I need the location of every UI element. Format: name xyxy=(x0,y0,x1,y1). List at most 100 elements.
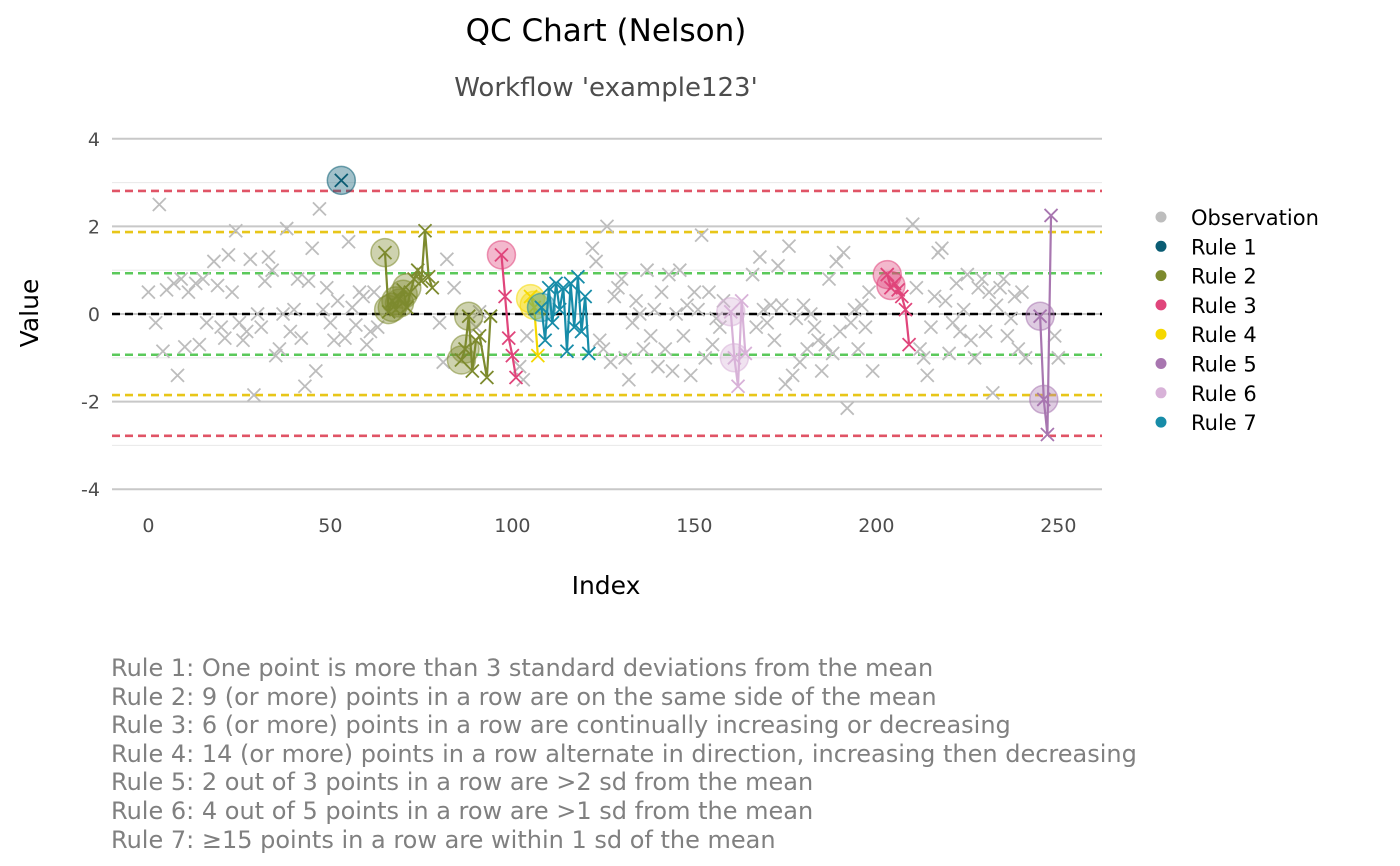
data-point xyxy=(734,293,749,308)
series-5 xyxy=(1025,208,1059,442)
data-point xyxy=(254,320,269,335)
data-point xyxy=(192,337,207,352)
data-point xyxy=(472,328,487,344)
data-point xyxy=(337,330,353,346)
data-point xyxy=(698,350,713,365)
series-6 xyxy=(716,293,753,394)
data-point xyxy=(239,324,254,339)
data-point xyxy=(949,276,964,291)
data-point xyxy=(305,241,320,256)
data-point xyxy=(960,267,975,282)
data-point xyxy=(807,320,822,335)
data-point xyxy=(956,302,971,317)
data-point xyxy=(541,280,556,295)
data-point xyxy=(494,247,509,262)
data-point xyxy=(301,274,316,289)
data-point xyxy=(537,333,553,348)
data-point xyxy=(570,269,586,284)
data-point xyxy=(439,252,454,267)
series-0 xyxy=(141,197,1066,416)
data-point xyxy=(847,302,862,317)
data-point xyxy=(585,241,600,256)
data-point xyxy=(920,368,935,383)
data-point xyxy=(1043,208,1059,223)
data-point xyxy=(607,289,622,304)
data-point xyxy=(559,344,575,359)
data-point xyxy=(534,300,549,315)
data-point xyxy=(181,284,196,300)
data-point xyxy=(625,315,640,330)
data-point xyxy=(1007,289,1022,304)
data-point xyxy=(497,289,513,304)
data-point xyxy=(290,271,305,287)
legend-key xyxy=(1155,299,1167,311)
data-point xyxy=(166,276,182,291)
data-point xyxy=(457,341,473,357)
caption-line: Rule 6: 4 out of 5 points in a row are >… xyxy=(111,796,814,825)
data-point xyxy=(690,302,706,317)
data-point xyxy=(174,271,189,287)
data-point xyxy=(810,333,826,348)
data-point xyxy=(752,249,768,265)
x-axis-title: Index xyxy=(572,571,641,600)
data-point xyxy=(723,304,738,319)
caption-line: Rule 3: 6 (or more) points in a row are … xyxy=(111,711,1011,740)
data-point xyxy=(992,280,1008,295)
data-point xyxy=(574,324,589,339)
data-point xyxy=(323,315,338,330)
data-point xyxy=(923,320,939,335)
data-point xyxy=(221,247,236,262)
data-point xyxy=(818,337,833,352)
data-point xyxy=(235,333,251,348)
data-point xyxy=(887,276,902,291)
data-point xyxy=(275,306,291,322)
data-point xyxy=(1018,350,1033,365)
data-point xyxy=(224,284,240,300)
data-point xyxy=(658,341,673,357)
data-point xyxy=(858,320,873,335)
data-point xyxy=(581,346,596,361)
caption-line: Rule 2: 9 (or more) points in a row are … xyxy=(111,682,937,711)
data-point xyxy=(621,372,636,387)
data-point xyxy=(388,302,404,317)
data-point xyxy=(341,234,356,249)
data-point xyxy=(505,348,520,363)
legend-key xyxy=(1155,416,1167,428)
legend-key xyxy=(1155,358,1167,369)
data-point xyxy=(228,223,243,238)
data-point xyxy=(1003,311,1019,326)
data-point xyxy=(669,306,684,322)
data-point xyxy=(763,298,778,313)
data-point xyxy=(901,337,917,352)
data-point xyxy=(552,302,567,317)
data-point xyxy=(974,271,990,287)
data-point xyxy=(188,276,203,291)
data-point xyxy=(712,320,727,335)
data-point xyxy=(483,309,498,324)
data-point xyxy=(661,267,677,282)
data-point xyxy=(694,228,709,243)
legend-label: Observation xyxy=(1191,206,1319,230)
data-point xyxy=(963,333,979,348)
series-line xyxy=(460,316,492,378)
data-point xyxy=(982,284,997,300)
data-point xyxy=(454,352,469,368)
data-point xyxy=(265,263,280,278)
data-point xyxy=(709,311,724,326)
legend: Observation Rule 1 Rule 2 Rule 3 Rule 4 Rule … xyxy=(1155,206,1319,435)
data-point xyxy=(268,348,283,363)
data-point xyxy=(596,341,611,357)
data-point xyxy=(148,315,163,330)
data-point xyxy=(654,284,669,300)
data-point xyxy=(1047,328,1062,344)
legend-key xyxy=(1155,211,1167,223)
data-point xyxy=(679,298,695,313)
data-point xyxy=(756,302,771,317)
data-point xyxy=(650,359,666,374)
data-point xyxy=(1040,427,1055,442)
data-point xyxy=(967,350,982,365)
data-point xyxy=(894,289,909,304)
data-point xyxy=(814,363,829,379)
legend-label: Rule 6 xyxy=(1191,382,1257,406)
data-point xyxy=(683,368,698,383)
